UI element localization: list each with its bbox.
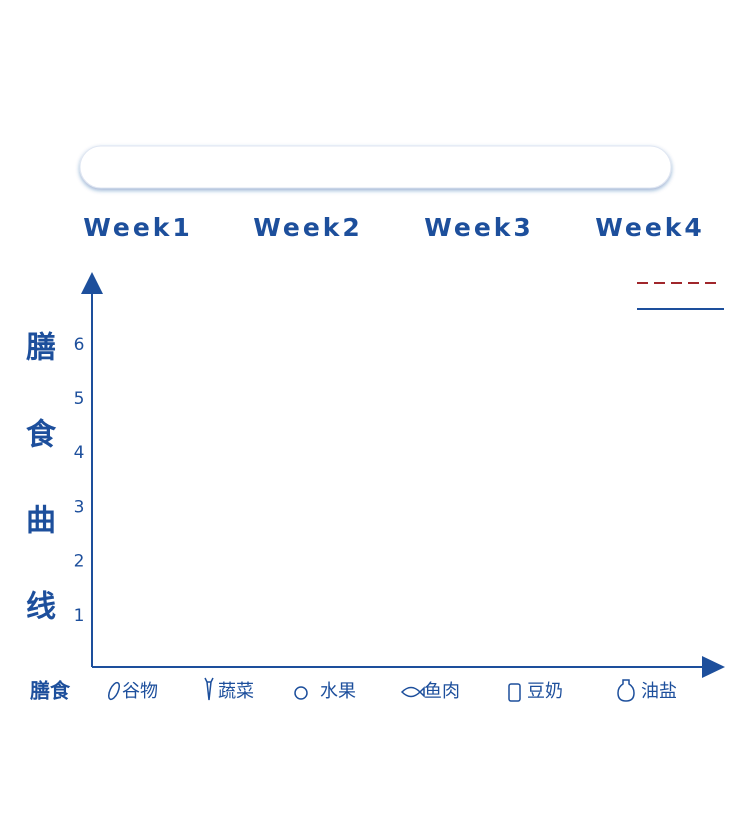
- icons: [107, 677, 635, 702]
- icon-carrot: [204, 677, 214, 701]
- y-tick-label: 2: [74, 552, 85, 572]
- y-axis-label: 食: [26, 418, 57, 453]
- category-label: 蔬菜: [218, 681, 254, 702]
- icon-milk: [508, 683, 521, 702]
- title-box: [79, 145, 672, 189]
- y-tick-label: 1: [74, 606, 85, 626]
- week-label: Week1: [83, 213, 193, 242]
- y-tick-label: 4: [74, 443, 85, 463]
- icon-fish: [400, 686, 425, 698]
- icon-fruit: [294, 686, 308, 700]
- y-axis-label: 膳: [26, 331, 56, 366]
- y-tick-label: 3: [74, 497, 85, 517]
- week-label: Week2: [253, 213, 363, 242]
- category-label: 水果: [320, 681, 356, 702]
- y-tick-label: 5: [74, 389, 85, 409]
- category-label: 豆奶: [527, 681, 563, 702]
- y-tick-label: 6: [74, 335, 85, 355]
- y-axis-label: 曲: [26, 504, 56, 539]
- icon-grain: [107, 681, 121, 701]
- y-axis-label: 线: [26, 590, 56, 625]
- category-label: 油盐: [641, 681, 677, 702]
- x-axis-label: 膳食: [30, 679, 71, 703]
- category-label: 谷物: [122, 681, 158, 702]
- icon-oil: [617, 679, 635, 702]
- week-label: Week4: [595, 213, 705, 242]
- y-arrow: [81, 272, 103, 294]
- x-arrow: [702, 656, 725, 678]
- category-label: 鱼肉: [424, 681, 460, 702]
- week-label: Week3: [424, 213, 534, 242]
